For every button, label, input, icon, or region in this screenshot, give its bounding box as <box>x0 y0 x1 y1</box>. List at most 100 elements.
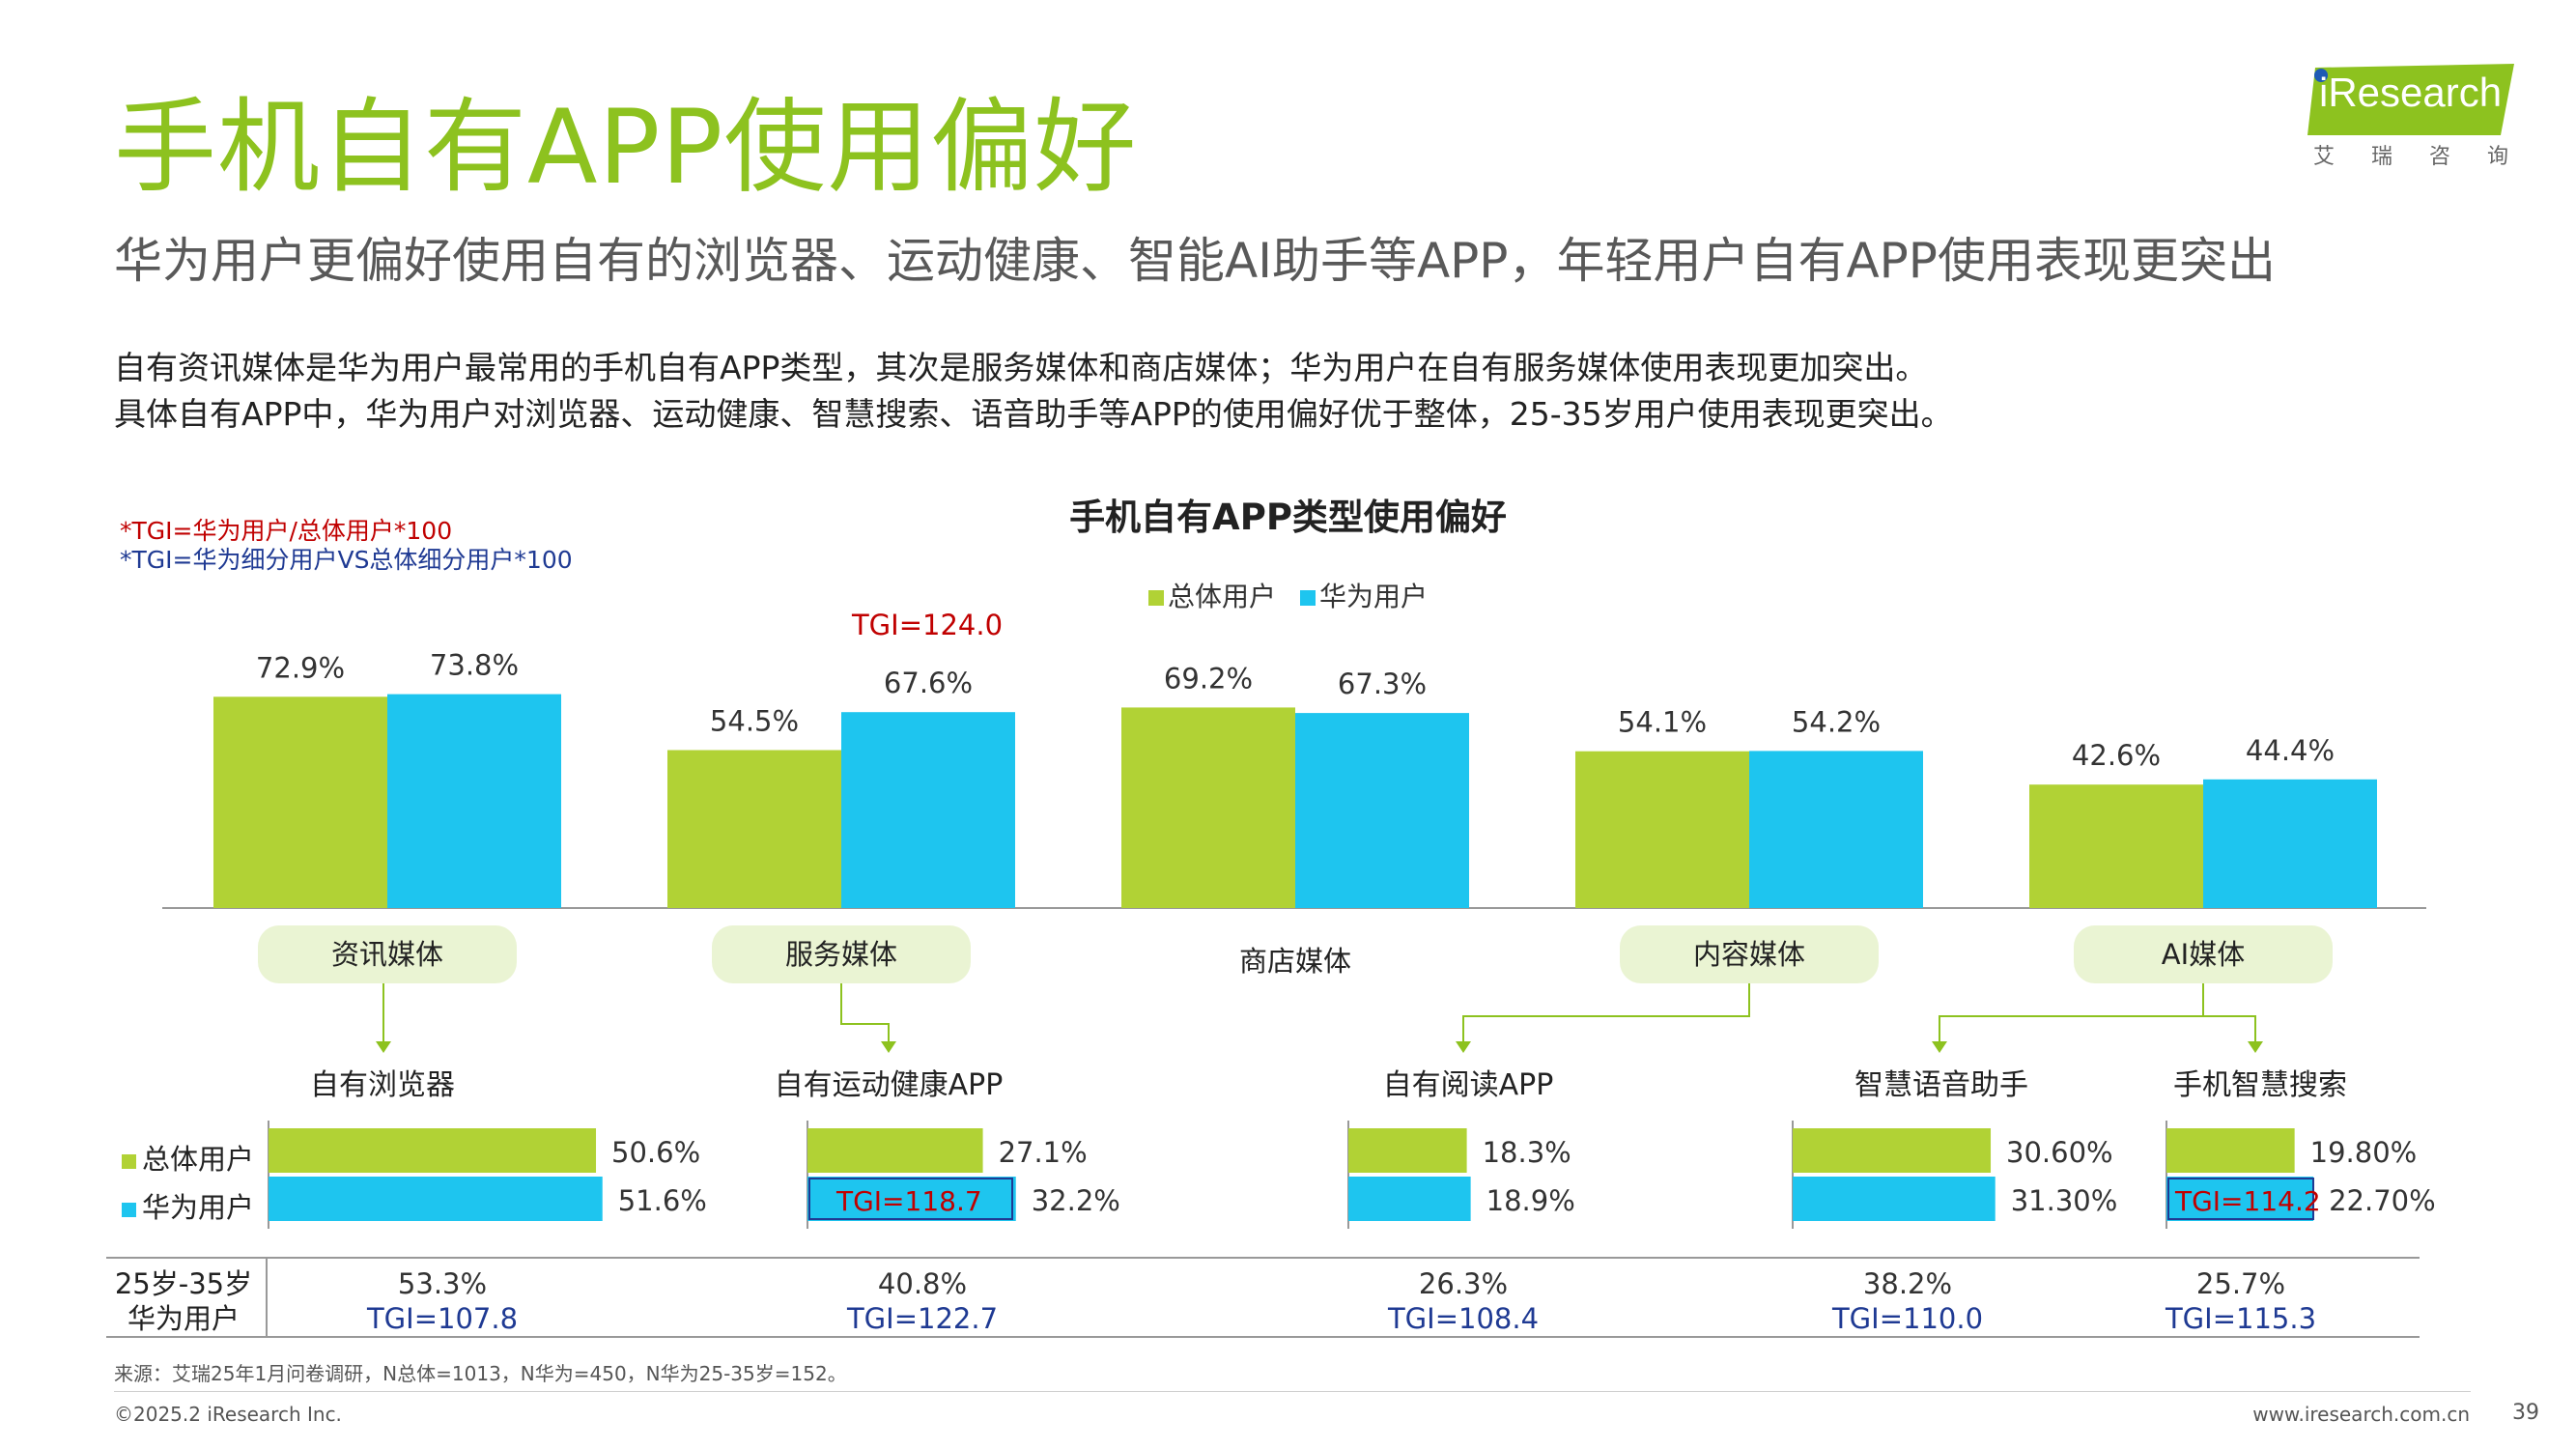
connector-arrow-service <box>881 1041 896 1053</box>
age-cell-2: 26.3% TGI=108.4 <box>1347 1266 1579 1336</box>
page-title: 手机自有APP使用偏好 <box>114 88 1138 207</box>
tgi-note-1: *TGI=华为用户/总体用户*100 <box>120 517 453 545</box>
subbar-overall-1 <box>807 1128 983 1173</box>
category-label-ai: AI媒体 <box>2074 925 2333 983</box>
age-tgi-4: TGI=115.3 <box>2165 1302 2317 1335</box>
chart-legend: 总体用户 华为用户 <box>0 576 2576 614</box>
bar-overall-3 <box>1575 751 1749 908</box>
subapp-title-reading: 自有阅读APP <box>1382 1068 1554 1102</box>
age-row-label-line-1: 25岁-35岁 <box>114 1267 253 1300</box>
row-label-huawei: 华为用户 <box>122 1185 254 1226</box>
connector-ai-search <box>2203 1015 2256 1043</box>
row-label-overall-text: 总体用户 <box>142 1143 255 1176</box>
age-cell-4: 25.7% TGI=115.3 <box>2125 1266 2357 1336</box>
subbar-overall-2 <box>1348 1128 1467 1173</box>
legend-swatch-huawei <box>1299 590 1316 606</box>
bar-value-label-overall-3: 54.1% <box>1618 706 1707 739</box>
chart-title: 手机自有APP类型使用偏好 <box>1069 497 1507 538</box>
row-label-overall: 总体用户 <box>122 1137 254 1178</box>
connector-ai-voice <box>1939 983 2204 1043</box>
website-link[interactable]: www.iresearch.com.cn <box>2252 1403 2470 1426</box>
subbar-value-overall-3: 30.60% <box>2006 1136 2113 1169</box>
tgi-annotation-health: TGI=118.7 <box>836 1185 982 1217</box>
bar-overall-0 <box>213 696 387 908</box>
category-label-content: 内容媒体 <box>1620 925 1879 983</box>
age-cell-3: 38.2% TGI=110.0 <box>1792 1266 2024 1336</box>
logo-subtext: 艾瑞咨询 <box>2313 145 2546 169</box>
legend-label-huawei: 华为用户 <box>1318 581 1428 612</box>
description-line-2: 具体自有APP中，华为用户对浏览器、运动健康、智慧搜索、语音助手等APP的使用偏… <box>114 395 1953 433</box>
age-row-label-line-2: 华为用户 <box>127 1302 240 1335</box>
subbar-value-overall-0: 50.6% <box>611 1136 701 1169</box>
connector-arrow-search <box>2248 1041 2263 1053</box>
subbar-value-huawei-0: 51.6% <box>617 1184 707 1217</box>
subapp-title-browser: 自有浏览器 <box>310 1068 455 1102</box>
age-pct-2: 26.3% <box>1418 1267 1509 1300</box>
bar-huawei-0 <box>387 694 561 908</box>
bar-value-label-huawei-0: 73.8% <box>430 649 519 682</box>
bar-huawei-2 <box>1295 713 1469 908</box>
bar-value-label-huawei-2: 67.3% <box>1338 668 1427 700</box>
age-tgi-1: TGI=122.7 <box>846 1302 999 1335</box>
tgi-box-outline-health <box>808 1178 1013 1220</box>
bar-overall-1 <box>667 750 841 908</box>
subapp-title-voice: 智慧语音助手 <box>1854 1068 2028 1102</box>
bar-huawei-1 <box>841 712 1015 908</box>
tgi-annotation-service: TGI=124.0 <box>851 609 1004 641</box>
page-number: 39 <box>2512 1401 2539 1425</box>
bar-value-label-overall-0: 72.9% <box>256 651 345 684</box>
legend-item-huawei: 华为用户 <box>1299 576 1428 614</box>
description-line-1: 自有资讯媒体是华为用户最常用的手机自有APP类型，其次是服务媒体和商店媒体；华为… <box>114 349 1928 386</box>
subbar-huawei-3 <box>1793 1177 1996 1221</box>
subbar-value-overall-2: 18.3% <box>1482 1136 1571 1169</box>
age-tgi-2: TGI=108.4 <box>1387 1302 1540 1335</box>
subbar-value-overall-1: 27.1% <box>998 1136 1088 1169</box>
legend-swatch-overall <box>1148 590 1165 606</box>
age-cell-0: 53.3% TGI=107.8 <box>326 1266 558 1336</box>
subapp-title-health: 自有运动健康APP <box>774 1068 1004 1102</box>
connector-content <box>1462 983 1750 1043</box>
page-subtitle: 华为用户更偏好使用自有的浏览器、运动健康、智能AI助手等APP，年轻用户自有AP… <box>114 233 2276 289</box>
subbar-overall-0 <box>269 1128 597 1173</box>
footer-divider <box>114 1391 2471 1392</box>
subbar-huawei-2 <box>1348 1177 1471 1221</box>
legend-label-overall: 总体用户 <box>1168 581 1277 612</box>
bar-value-label-huawei-4: 44.4% <box>2246 734 2335 767</box>
subbar-huawei-1 <box>807 1177 1016 1221</box>
bar-huawei-3 <box>1749 751 1923 908</box>
bar-value-label-overall-1: 54.5% <box>710 705 799 738</box>
bar-overall-2 <box>1121 707 1295 908</box>
bar-overall-4 <box>2029 784 2203 908</box>
age-row-label: 25岁-35岁 华为用户 <box>106 1266 261 1336</box>
bar-value-label-overall-4: 42.6% <box>2072 739 2161 772</box>
subbar-value-huawei-2: 18.9% <box>1486 1184 1575 1217</box>
age-pct-4: 25.7% <box>2195 1267 2286 1300</box>
copyright: ©2025.2 iResearch Inc. <box>114 1403 342 1426</box>
logo-badge-shape <box>2307 64 2514 135</box>
iresearch-logo: iResearch 艾瑞咨询 <box>2307 64 2520 170</box>
row-label-huawei-text: 华为用户 <box>142 1191 255 1224</box>
age-tgi-3: TGI=110.0 <box>1831 1302 1984 1335</box>
category-label-news: 资讯媒体 <box>258 925 517 983</box>
row-swatch-overall <box>122 1153 136 1169</box>
age-pct-0: 53.3% <box>397 1267 488 1300</box>
connector-arrow-voice <box>1932 1041 1947 1053</box>
tgi-box-outline-search <box>2167 1178 2314 1220</box>
tgi-annotation-search: TGI=114.2 <box>2175 1185 2321 1217</box>
subapp-title-search: 手机智慧搜索 <box>2173 1068 2347 1102</box>
logo-text: iResearch <box>2319 70 2503 115</box>
source-note: 来源：艾瑞25年1月问卷调研，N总体=1013，N华为=450，N华为25-35… <box>114 1362 847 1385</box>
age-cell-1: 40.8% TGI=122.7 <box>807 1266 1038 1336</box>
age-pct-3: 38.2% <box>1862 1267 1953 1300</box>
bar-value-label-huawei-3: 54.2% <box>1792 705 1881 738</box>
connector-service <box>840 983 890 1043</box>
bar-huawei-4 <box>2203 779 2377 908</box>
tgi-note-2: *TGI=华为细分用户VS总体细分用户*100 <box>120 546 573 574</box>
subbar-huawei-4 <box>2166 1177 2314 1221</box>
age-tgi-0: TGI=107.8 <box>366 1302 519 1335</box>
category-label-service: 服务媒体 <box>712 925 971 983</box>
subbar-huawei-0 <box>269 1177 603 1221</box>
subbar-value-overall-4: 19.80% <box>2309 1136 2418 1169</box>
subbar-overall-3 <box>1793 1128 1992 1173</box>
